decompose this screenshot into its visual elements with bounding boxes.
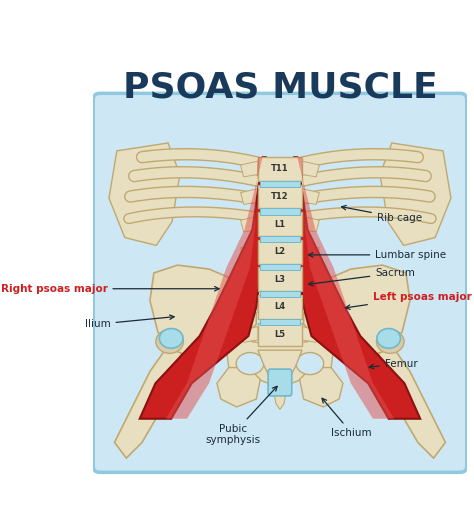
Text: PSOAS MUSCLE: PSOAS MUSCLE [123, 71, 438, 105]
Polygon shape [260, 181, 300, 187]
Polygon shape [240, 216, 258, 232]
Text: Pubic
symphysis: Pubic symphysis [205, 387, 277, 446]
Text: Right psoas major: Right psoas major [0, 284, 219, 294]
Text: Ilium: Ilium [85, 315, 174, 329]
Polygon shape [109, 143, 180, 245]
Text: L2: L2 [274, 247, 285, 256]
Polygon shape [240, 244, 258, 260]
Polygon shape [240, 189, 258, 204]
Text: L3: L3 [274, 275, 285, 284]
Polygon shape [302, 271, 319, 287]
Polygon shape [150, 265, 256, 359]
Polygon shape [115, 324, 189, 458]
Polygon shape [297, 157, 394, 419]
Text: Rib cage: Rib cage [342, 205, 422, 223]
Polygon shape [258, 240, 302, 263]
Text: L5: L5 [274, 330, 285, 339]
Text: Left psoas major: Left psoas major [346, 292, 472, 310]
Polygon shape [166, 157, 263, 419]
Polygon shape [258, 268, 302, 291]
Polygon shape [258, 157, 302, 181]
Polygon shape [260, 291, 300, 297]
Polygon shape [302, 216, 319, 232]
Polygon shape [258, 350, 302, 391]
Text: L1: L1 [274, 220, 285, 229]
Text: T12: T12 [271, 192, 289, 201]
FancyBboxPatch shape [268, 369, 292, 396]
Polygon shape [273, 391, 286, 409]
Ellipse shape [159, 329, 183, 348]
Ellipse shape [236, 353, 264, 375]
Polygon shape [303, 265, 410, 359]
Polygon shape [225, 336, 335, 386]
Polygon shape [371, 324, 446, 458]
Polygon shape [380, 143, 451, 245]
Ellipse shape [376, 330, 404, 353]
Text: Sacrum: Sacrum [309, 268, 415, 286]
Polygon shape [260, 236, 300, 242]
Polygon shape [258, 185, 302, 208]
Polygon shape [140, 157, 266, 419]
Polygon shape [302, 161, 319, 177]
Polygon shape [302, 327, 319, 342]
Polygon shape [300, 367, 343, 407]
Ellipse shape [296, 353, 324, 375]
Polygon shape [260, 319, 300, 325]
FancyBboxPatch shape [93, 93, 467, 472]
Text: Lumbar spine: Lumbar spine [309, 250, 447, 260]
Text: T11: T11 [271, 165, 289, 174]
Ellipse shape [156, 330, 183, 353]
Polygon shape [240, 271, 258, 287]
Polygon shape [240, 299, 258, 315]
Polygon shape [217, 367, 260, 407]
Polygon shape [302, 244, 319, 260]
Polygon shape [240, 161, 258, 177]
Polygon shape [302, 189, 319, 204]
Polygon shape [260, 208, 300, 215]
Polygon shape [302, 299, 319, 315]
Polygon shape [294, 157, 420, 419]
Polygon shape [258, 295, 302, 319]
Text: Femur: Femur [369, 358, 418, 369]
Polygon shape [260, 263, 300, 270]
Text: Ischium: Ischium [322, 398, 372, 438]
Polygon shape [258, 323, 302, 346]
Polygon shape [258, 212, 302, 236]
Ellipse shape [377, 329, 401, 348]
Polygon shape [240, 327, 258, 342]
Text: L4: L4 [274, 302, 285, 311]
